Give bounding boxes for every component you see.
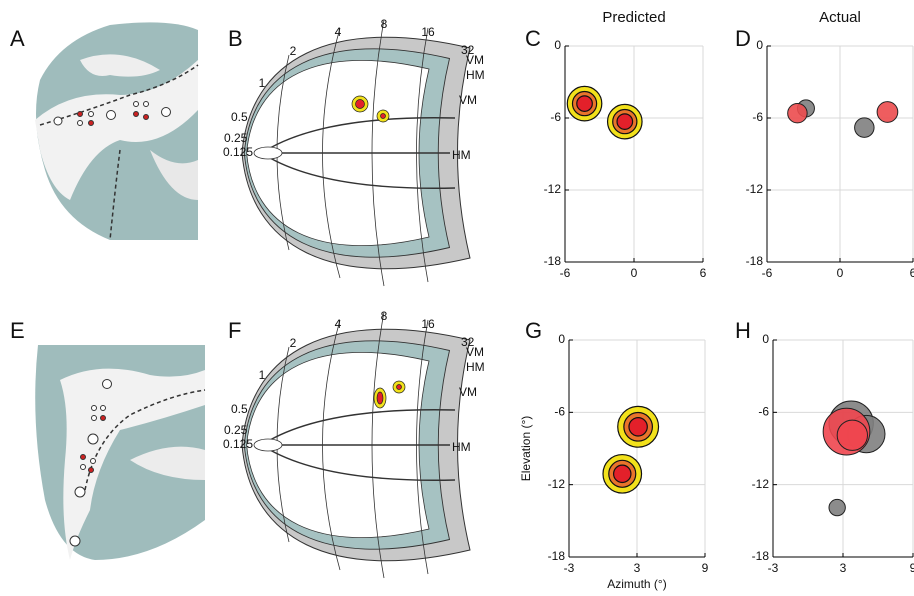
eccentricity-label: 0.5 [231,110,248,124]
y-tick-label: 0 [756,38,763,52]
bubble [788,103,807,122]
x-tick-label: 3 [634,561,641,575]
y-axis-label: Elevation (°) [519,416,533,482]
visual-field-map [242,312,470,578]
y-tick-label: -18 [548,549,566,563]
bubble [877,102,898,123]
x-tick-label: 9 [910,561,914,575]
eccentricity-label: 0.125 [223,145,253,159]
eccentricity-label: 4 [335,25,342,39]
x-tick-label: -3 [768,561,779,575]
y-tick-label: -18 [752,549,770,563]
contour-blob [614,465,631,482]
panel-label: B [228,26,243,51]
x-tick-label: -3 [564,561,575,575]
y-tick-label: 0 [558,332,565,346]
meridian-label: HM [466,68,485,82]
meridian-label: VM [459,385,477,399]
bubble [837,420,867,450]
panel-label: D [735,26,751,51]
meridian-label: HM [452,440,471,454]
y-tick-label: -6 [550,110,561,124]
eccentricity-label: 8 [381,309,388,323]
visual-field-map [242,20,470,286]
x-tick-label: 6 [700,266,707,280]
y-tick-label: -18 [746,254,764,268]
eccentricity-label: 16 [421,317,435,331]
meridian-label: VM [466,53,484,67]
meridian-label: HM [466,360,485,374]
contour-blob [629,418,647,436]
meridian-label: VM [466,345,484,359]
y-tick-label: 0 [762,332,769,346]
cortex-image [35,345,205,560]
eccentricity-label: 2 [290,336,297,350]
x-tick-label: 3 [840,561,847,575]
x-tick-label: 6 [910,266,914,280]
y-tick-label: 0 [554,38,561,52]
eccentricity-label: 2 [290,44,297,58]
y-tick-label: -6 [752,110,763,124]
panel-label: E [10,318,25,343]
eccentricity-label: 0.25 [224,423,248,437]
y-tick-label: -12 [544,182,562,196]
chart: -6 0 6 -18 -12 -6 0 Predicted [544,9,707,280]
y-tick-label: -12 [752,477,770,491]
panel-label: A [10,26,25,51]
figure: ABCDEFGH0.1250.250.512481632VMHMVMHM0.12… [0,0,914,596]
panel-label: H [735,318,751,343]
chart: -6 0 6 -18 -12 -6 0 Actual [746,9,914,280]
eccentricity-label: 0.125 [223,437,253,451]
cortex-image [35,22,198,240]
eccentricity-label: 8 [381,17,388,31]
y-tick-label: -6 [554,405,565,419]
chart: -3 3 9 -18 -12 -6 0 [752,332,914,575]
contour-blob [577,96,593,112]
x-tick-label: 0 [631,266,638,280]
x-tick-label: 9 [702,561,709,575]
panel-label: G [525,318,542,343]
eccentricity-label: 1 [259,368,266,382]
eccentricity-label: 0.25 [224,131,248,145]
x-tick-label: -6 [762,266,773,280]
meridian-label: VM [459,93,477,107]
page: {"panel_labels": ["A", "B", "C", "D", "E… [0,0,914,596]
meridian-label: HM [452,148,471,162]
y-tick-label: -6 [758,405,769,419]
eccentricity-label: 16 [421,25,435,39]
contour-blob [617,114,633,130]
eccentricity-label: 1 [259,76,266,90]
panel-label: F [228,318,241,343]
y-tick-label: -18 [544,254,562,268]
x-tick-label: 0 [837,266,844,280]
x-axis-label: Azimuth (°) [607,577,666,591]
chart: -3 3 9 -18 -12 -6 0 Azimuth (°) Elevation (°) [519,332,708,591]
chart-title: Actual [819,9,861,26]
bubble [855,118,874,137]
y-tick-label: -12 [548,477,566,491]
chart-title: Predicted [602,9,665,26]
x-tick-label: -6 [560,266,571,280]
eccentricity-label: 4 [335,317,342,331]
bubble [829,499,845,515]
panel-label: C [525,26,541,51]
eccentricity-label: 0.5 [231,402,248,416]
y-tick-label: -12 [746,182,764,196]
